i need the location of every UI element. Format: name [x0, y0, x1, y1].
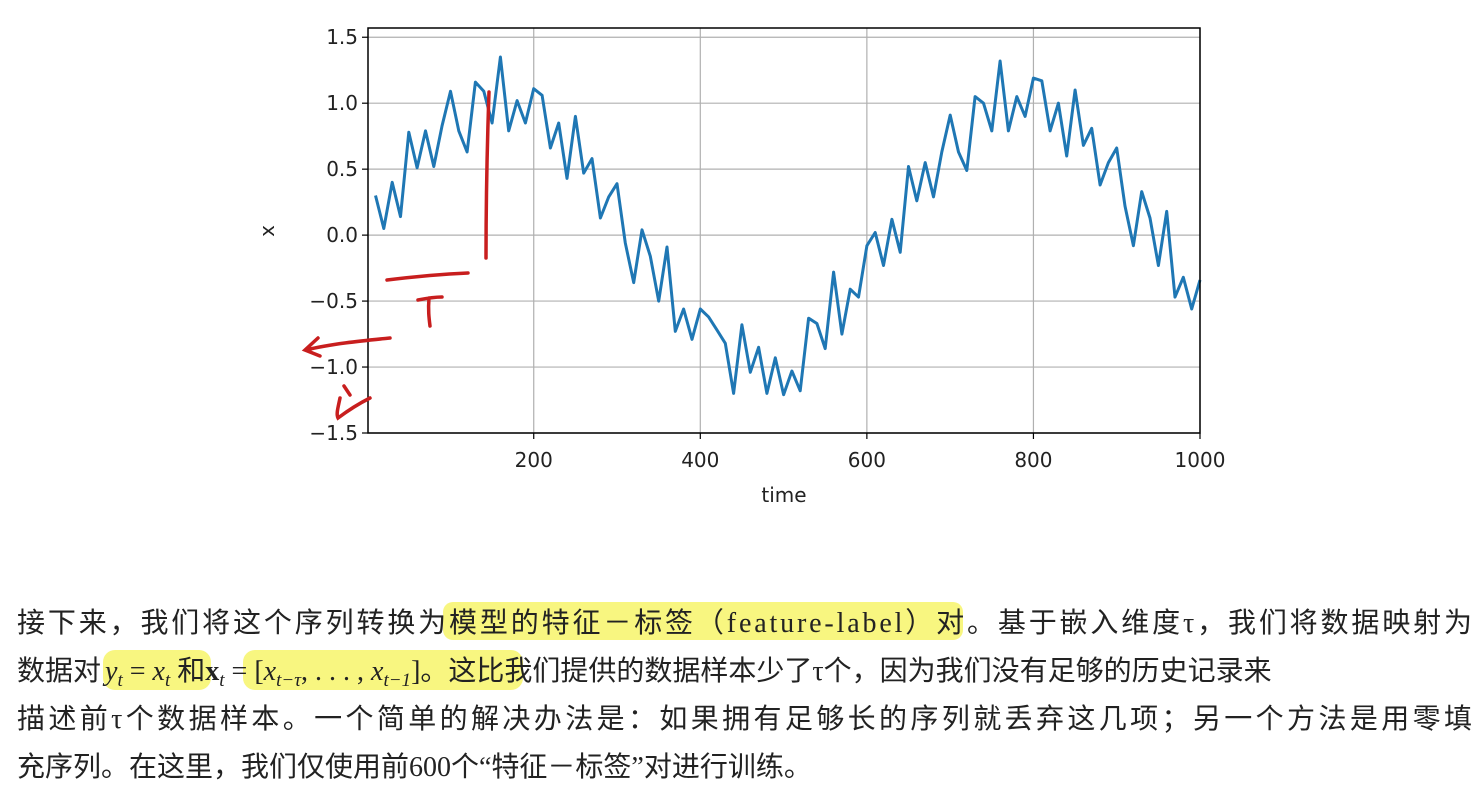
y-tick-label: 1.5: [326, 25, 358, 49]
y-axis-label: x: [255, 225, 279, 237]
math: x: [205, 656, 219, 687]
y-tick-label: −1.0: [309, 355, 358, 379]
x-tick-label: 800: [1014, 448, 1052, 472]
highlight: [443, 602, 963, 640]
text-line: 描述前τ个数据样本。一个简单的解决办法是：如果拥有足够长的序列就丢弃这几项；另一…: [17, 703, 1472, 735]
highlight: [243, 650, 523, 690]
math: x: [370, 656, 384, 687]
plot-frame: [367, 27, 1201, 434]
annotation: [301, 90, 491, 421]
math: x: [152, 656, 166, 687]
highlight: [103, 650, 211, 690]
math: t−1: [383, 670, 411, 691]
data-line: [374, 55, 1202, 397]
x-tick-label: 400: [681, 448, 719, 472]
x-axis-label: time: [761, 483, 806, 507]
x-tick-label: 1000: [1175, 448, 1226, 472]
math: x: [263, 656, 277, 687]
text-line: 接下来，我们将这个序列转换为模型的特征－标签（feature-label）对。基…: [17, 607, 1472, 639]
math: =: [123, 656, 153, 687]
text: 和: [170, 655, 205, 687]
x-tick-label: 200: [515, 448, 553, 472]
math: , . . . ,: [301, 656, 371, 687]
chart: time x −1.5 −1.0 −0.5 0.0 0.5 1.0 1.5 200 400 600…: [255, 25, 1225, 507]
y-tick-label: −0.5: [309, 289, 358, 313]
y-tick-label: 0.5: [326, 157, 358, 181]
text-line: 数据对 yt = xt 和xt = [xt−τ, . . . , xt−1]。这比…: [17, 655, 1272, 691]
y-tick-label: −1.5: [309, 421, 358, 445]
y-tick-label: 1.0: [326, 91, 358, 115]
math: y: [102, 656, 118, 687]
math: t: [219, 670, 225, 691]
math: t: [165, 670, 171, 691]
math: t−τ: [276, 670, 302, 691]
text: ]。这比我们提供的数据样本少了τ个，因为我们没有足够的历史记录来: [411, 655, 1272, 687]
math: = [: [225, 656, 264, 687]
text-line: 充序列。在这里，我们仅使用前600个“特征－标签”对进行训练。: [17, 751, 812, 783]
text: 数据对: [17, 655, 101, 687]
x-tick-label: 600: [848, 448, 886, 472]
y-tick-label: 0.0: [326, 223, 358, 247]
math: t: [117, 670, 123, 691]
